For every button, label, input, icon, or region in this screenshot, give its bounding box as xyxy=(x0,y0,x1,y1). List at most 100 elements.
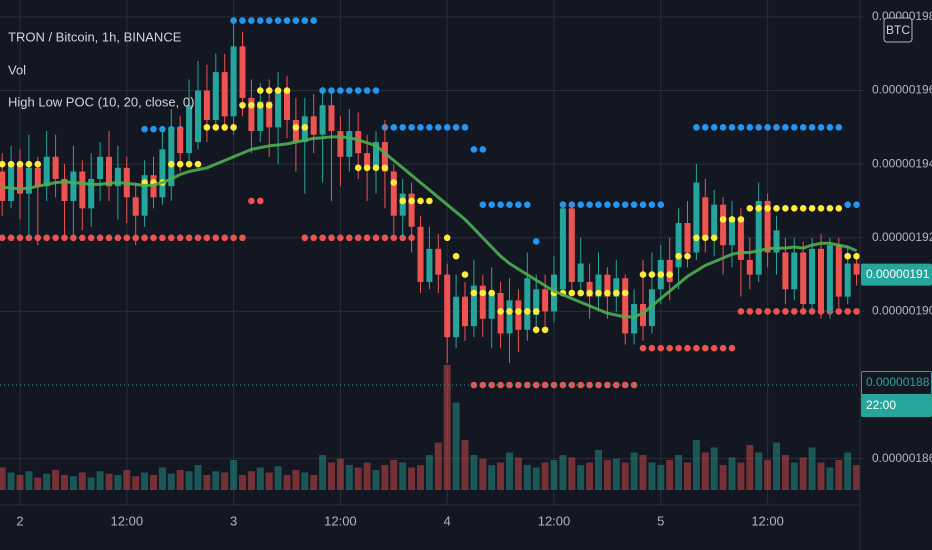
poc-dot xyxy=(470,289,478,297)
poc-dot xyxy=(844,252,851,260)
volume-bar xyxy=(506,452,513,490)
high-level-dot xyxy=(506,201,513,208)
volume-bar xyxy=(621,462,629,490)
low-level-dot xyxy=(337,234,344,242)
volume-bar xyxy=(0,467,6,490)
volume-bar xyxy=(301,472,309,490)
volume-bar xyxy=(61,475,68,490)
low-level-dot xyxy=(719,344,727,352)
volume-bar xyxy=(443,365,451,490)
low-level-dot xyxy=(844,308,851,315)
high-level-dot xyxy=(283,17,291,24)
high-level-dot xyxy=(586,201,593,208)
currency-button[interactable] xyxy=(883,17,913,43)
high-level-dot xyxy=(835,124,843,131)
low-level-dot xyxy=(194,234,202,242)
poc-dot xyxy=(0,160,6,168)
poc-dot xyxy=(7,160,15,168)
candle-body xyxy=(97,156,104,179)
high-level-dot xyxy=(693,124,700,131)
candle-body xyxy=(408,193,415,227)
candle-body xyxy=(266,101,273,128)
candle-body xyxy=(782,252,789,290)
low-level-dot xyxy=(43,234,50,242)
candle-body xyxy=(568,208,575,282)
volume-bar xyxy=(336,458,344,490)
low-level-dot xyxy=(657,344,665,352)
low-level-dot xyxy=(16,234,24,242)
high-level-dot xyxy=(301,17,309,24)
low-level-dot xyxy=(524,381,531,389)
poc-dot xyxy=(853,252,860,260)
candle-body xyxy=(604,274,611,297)
candle-body xyxy=(292,119,299,143)
poc-dot xyxy=(808,205,816,212)
volume-bar xyxy=(425,455,433,490)
poc-dot xyxy=(479,289,487,297)
poc-dot xyxy=(390,179,398,186)
x-tick-label: 12:00 xyxy=(111,513,144,528)
low-level-dot xyxy=(791,308,798,315)
volume-bar xyxy=(746,445,754,490)
low-level-dot xyxy=(7,234,15,242)
poc-dot xyxy=(265,101,273,109)
low-level-dot xyxy=(621,381,629,389)
volume-bar xyxy=(630,452,638,490)
candle-body xyxy=(399,193,406,216)
low-level-dot xyxy=(176,234,184,242)
candle-body xyxy=(470,285,477,327)
low-level-dot xyxy=(550,381,558,389)
high-level-dot xyxy=(808,124,816,131)
candle-body xyxy=(462,296,468,327)
candle-body xyxy=(337,131,344,157)
poc-dot xyxy=(185,160,193,168)
high-level-dot xyxy=(737,124,745,131)
poc-dot xyxy=(461,271,469,278)
low-level-dot xyxy=(755,308,762,315)
y-tick-label: 0.00000194 xyxy=(872,156,932,170)
candle-body xyxy=(373,142,379,168)
currency-button-label[interactable]: BTC xyxy=(886,23,910,37)
low-level-dot xyxy=(702,344,709,352)
candle-body xyxy=(853,263,860,275)
high-level-dot xyxy=(657,201,665,208)
poc-dot xyxy=(363,164,371,172)
low-level-dot xyxy=(87,234,95,242)
high-level-dot xyxy=(719,124,727,131)
volume-bar xyxy=(123,470,131,490)
poc-dot xyxy=(817,205,825,212)
candle-body xyxy=(426,248,433,282)
volume-bar xyxy=(150,475,157,490)
candle-body xyxy=(729,219,735,246)
candle-body xyxy=(52,156,59,179)
volume-bar xyxy=(114,475,122,490)
x-tick-label: 2 xyxy=(16,513,23,528)
poc-dot xyxy=(354,164,362,172)
candle-body xyxy=(79,171,86,209)
low-level-dot xyxy=(150,234,157,242)
volume-bar xyxy=(470,455,478,490)
price-line-box-inner xyxy=(862,372,931,395)
volume-bar xyxy=(514,457,522,490)
volume-bar xyxy=(666,460,674,490)
candle-body xyxy=(319,105,326,135)
candle-body xyxy=(666,259,673,282)
volume-bar xyxy=(684,462,691,490)
high-level-dot xyxy=(248,17,255,24)
candle-body xyxy=(675,223,682,268)
poc-dot xyxy=(728,216,736,223)
candle-body xyxy=(533,289,540,316)
high-level-dot xyxy=(274,17,282,24)
volume-bar xyxy=(781,455,789,490)
low-level-dot xyxy=(381,234,389,242)
volume-bar xyxy=(790,462,798,490)
high-level-dot xyxy=(257,17,264,24)
volume-bar xyxy=(417,465,424,490)
candle-body xyxy=(559,208,566,290)
volume-bar xyxy=(817,462,825,490)
candle-body xyxy=(844,263,851,297)
candle-body xyxy=(355,131,362,154)
high-level-dot xyxy=(524,201,531,208)
